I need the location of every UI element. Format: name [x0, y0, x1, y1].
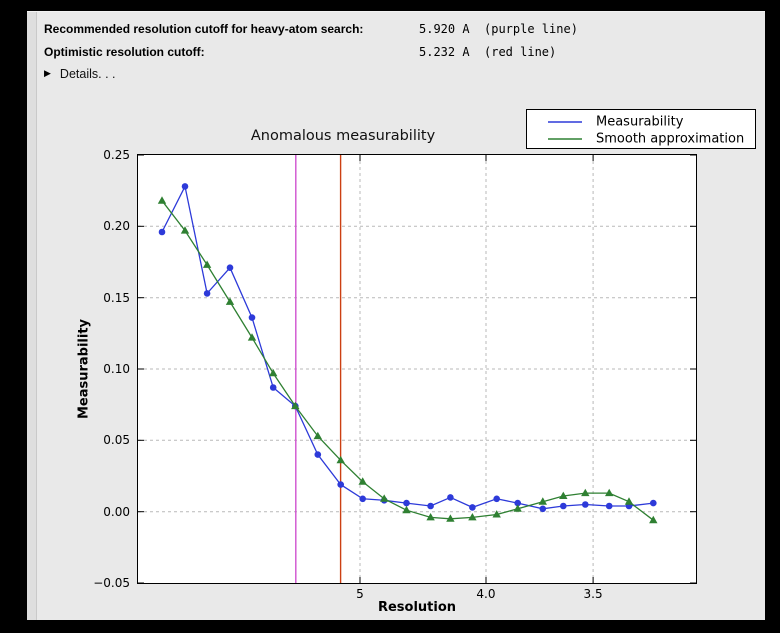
- legend-line-measurability: [548, 121, 582, 123]
- x-axis-label: Resolution: [377, 600, 457, 615]
- optimistic-cutoff-label: Optimistic resolution cutoff:: [44, 45, 205, 59]
- y-tick-label: 0.20: [103, 219, 130, 234]
- plot-canvas: [137, 154, 697, 584]
- y-tick-label: 0.15: [103, 290, 130, 305]
- legend-item-measurability: Measurability: [527, 113, 755, 130]
- disclosure-triangle-icon: ▶: [44, 68, 51, 78]
- y-tick-label: 0.10: [103, 362, 130, 376]
- x-tick-label: 5: [356, 587, 364, 601]
- recommended-cutoff-note: (purple line): [484, 22, 578, 36]
- result-row-recommended: Recommended resolution cutoff for heavy-…: [0, 22, 780, 38]
- x-tick-label: 4.0: [476, 587, 496, 601]
- legend-label-smooth-approximation: Smooth approximation: [596, 131, 745, 147]
- panel-left-edge: [27, 12, 37, 620]
- legend-line-smooth-approximation: [548, 138, 582, 140]
- details-label: Details. . .: [59, 67, 116, 81]
- x-tick-label: 3.5: [583, 587, 603, 601]
- y-tick-label: 0.25: [103, 148, 130, 162]
- recommended-cutoff-label: Recommended resolution cutoff for heavy-…: [44, 22, 364, 36]
- optimistic-cutoff-value: 5.232 A: [419, 45, 470, 59]
- recommended-cutoff-value: 5.920 A: [419, 22, 470, 36]
- chart-legend: Measurability Smooth approximation: [526, 109, 756, 149]
- details-disclosure[interactable]: ▶ Details. . .: [44, 65, 116, 83]
- legend-item-smooth-approximation: Smooth approximation: [527, 130, 755, 147]
- y-tick-label: 0.00: [103, 504, 130, 519]
- optimistic-cutoff-note: (red line): [484, 45, 557, 59]
- chart-title: Anomalous measurability: [250, 128, 436, 144]
- y-tick-label: −0.05: [93, 576, 130, 590]
- y-tick-label: 0.05: [103, 433, 130, 448]
- legend-label-measurability: Measurability: [596, 114, 684, 130]
- result-row-optimistic: Optimistic resolution cutoff: 5.232 A (r…: [0, 45, 780, 61]
